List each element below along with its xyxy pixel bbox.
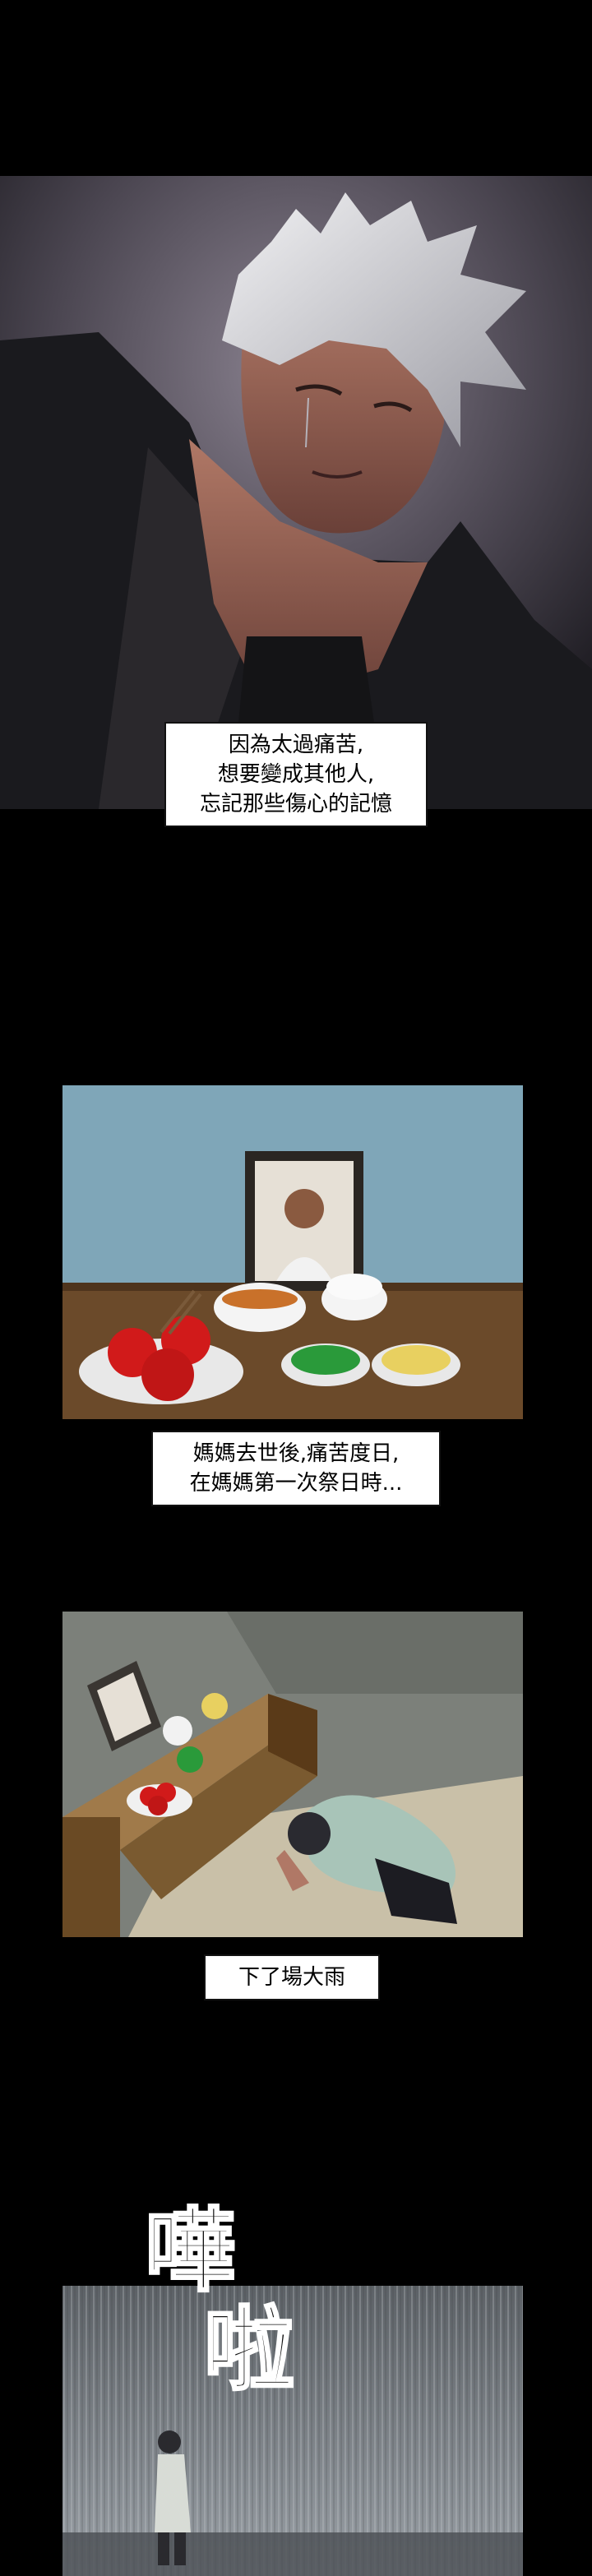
- panel-kneeling-man: [62, 1612, 523, 1937]
- caption-line: 媽媽去世後,痛苦度日,: [192, 1441, 400, 1466]
- caption-line: 因為太過痛苦,: [228, 733, 364, 757]
- caption-line: 忘記那些傷心的記憶: [199, 792, 392, 816]
- rain-illustration: [62, 2286, 523, 2576]
- sfx-rain-char-1: 嘩: [144, 2197, 237, 2305]
- caption-box-1: 因為太過痛苦, 想要變成其他人, 忘記那些傷心的記憶: [164, 722, 428, 827]
- caption-box-2: 媽媽去世後,痛苦度日, 在媽媽第一次祭日時...: [151, 1431, 441, 1506]
- panel-memorial-altar: [62, 1085, 523, 1419]
- panel-crying-man: [0, 176, 592, 809]
- caption-line: 下了場大雨: [238, 1965, 345, 1990]
- memorial-altar-illustration: [62, 1085, 523, 1419]
- caption-line: 在媽媽第一次祭日時...: [189, 1471, 403, 1496]
- kneeling-man-illustration: [62, 1612, 523, 1937]
- panel-rain: [62, 2286, 523, 2576]
- crying-man-illustration: [0, 176, 592, 809]
- caption-box-3: 下了場大雨: [204, 1954, 380, 2000]
- caption-line: 想要變成其他人,: [217, 762, 375, 787]
- sfx-rain-char-2: 啦: [203, 2296, 296, 2404]
